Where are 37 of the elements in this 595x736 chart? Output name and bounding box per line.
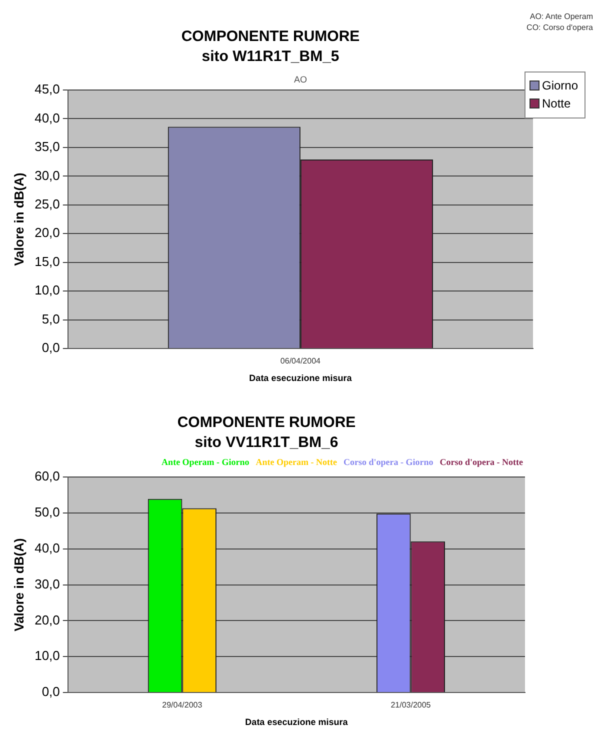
- y-tick-label: 0,0: [42, 684, 60, 700]
- y-tick-label: 15,0: [34, 254, 60, 269]
- y-tick-label: 20,0: [34, 225, 60, 240]
- y-axis-title: Valore in dB(A): [11, 538, 26, 632]
- y-tick-label: 30,0: [34, 168, 60, 183]
- text: Ante Operam - Giorno: [162, 456, 250, 467]
- text: AO: [294, 74, 307, 84]
- y-tick-label: 5,0: [42, 311, 60, 326]
- y-tick-label: 50,0: [34, 504, 60, 520]
- y-axis-title: Valore in dB(A): [11, 172, 26, 266]
- x-tick-label: 21/03/2005: [390, 700, 432, 710]
- text: CO: Corso d'opera: [526, 23, 593, 32]
- y-tick-label: 35,0: [34, 139, 60, 154]
- text: Ante Operam - Notte: [256, 456, 338, 467]
- text: AO: Ante Operam: [530, 12, 593, 21]
- x-tick-label: 29/04/2003: [162, 700, 203, 710]
- legend-label: Notte: [542, 96, 572, 110]
- y-tick-label: 40,0: [34, 540, 60, 556]
- y-tick-label: 0,0: [42, 340, 60, 356]
- x-axis-title: Data esecuzione misura: [245, 717, 349, 728]
- y-tick-label: 30,0: [34, 576, 60, 592]
- text: Corso d'opera - Notte: [440, 456, 524, 467]
- y-tick-label: 20,0: [34, 612, 60, 628]
- chart-subtitle: sito VV11R1T_BM_6: [194, 434, 338, 452]
- text: Corso d'opera - Giorno: [344, 456, 434, 467]
- x-tick-label: 06/04/2004: [280, 356, 322, 366]
- y-tick-label: 45,0: [34, 82, 60, 97]
- chart-title: COMPONENTE RUMORE: [181, 28, 360, 46]
- y-tick-label: 40,0: [34, 110, 60, 126]
- y-tick-label: 10,0: [34, 282, 60, 298]
- y-tick-label: 10,0: [34, 648, 60, 664]
- chart-subtitle: sito W11R1T_BM_5: [202, 48, 340, 66]
- chart-title: COMPONENTE RUMORE: [177, 414, 356, 432]
- y-tick-label: 25,0: [34, 196, 60, 212]
- y-tick-label: 60,0: [34, 468, 60, 484]
- legend-label: Giorno: [542, 78, 578, 92]
- x-axis-title: Data esecuzione misura: [249, 373, 353, 384]
